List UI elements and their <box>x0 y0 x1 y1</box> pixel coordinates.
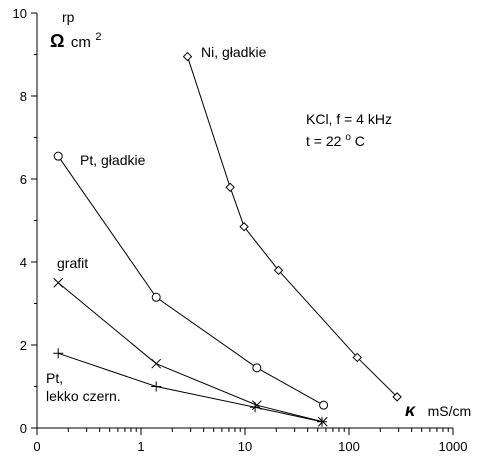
series-plus <box>53 348 327 427</box>
data-point-circle <box>319 400 329 410</box>
series-line <box>187 56 398 398</box>
data-point-circle <box>151 292 161 302</box>
series-line <box>58 352 323 423</box>
series-line <box>57 282 323 423</box>
axes <box>36 13 453 429</box>
data-point-plus <box>316 416 327 427</box>
y-axis-label-sup: 2 <box>95 31 101 43</box>
x-tick-label: 100 <box>338 439 360 454</box>
series-circle <box>53 151 329 410</box>
data-point-circle <box>252 363 262 373</box>
data-point-plus <box>53 348 64 359</box>
series-label-pt-black-line2: lekko czern. <box>46 388 121 404</box>
conditions-degree: o <box>345 132 351 143</box>
data-point-diamond <box>182 51 193 62</box>
y-tick-label: 8 <box>20 89 27 104</box>
data-point-x <box>151 358 162 369</box>
data-point-plus <box>151 381 162 392</box>
series-line <box>57 155 324 406</box>
y-tick-label: 10 <box>13 6 27 21</box>
data-point-diamond <box>273 265 284 276</box>
data-point-diamond <box>352 352 362 363</box>
x-axis-label-symbol: κ <box>405 400 416 420</box>
series-label-pt-black-line1: Pt, <box>46 370 63 386</box>
y-tick-label: 0 <box>20 421 27 436</box>
y-axis-label: Ω cm 2 <box>50 31 101 51</box>
y-axis-label-unit: cm <box>71 34 91 51</box>
x-axis-label: κ mS/cm <box>405 400 471 420</box>
series-diamond <box>182 51 402 402</box>
x-tick-label: 0 <box>33 439 40 454</box>
conditions-temp: t = 22 <box>306 133 345 149</box>
series-x <box>53 277 328 427</box>
data-point-x <box>53 277 64 288</box>
conditions-line-1: KCl, f = 4 kHz <box>306 111 392 127</box>
data-point-diamond <box>239 222 249 232</box>
data-point-circle <box>53 151 63 161</box>
x-tick-label: 1 <box>137 439 144 454</box>
data-point-plus <box>250 402 261 413</box>
y-tick-label: 2 <box>20 338 27 353</box>
y-tick-label: 6 <box>20 172 27 187</box>
series-label-graphite: grafit <box>57 255 88 271</box>
conditions-unit: C <box>355 133 365 149</box>
series-label-ni: Ni, gładkie <box>201 44 267 60</box>
y-axis-label-top: rp <box>62 9 75 25</box>
y-tick-label: 4 <box>20 255 27 270</box>
x-tick-label: 1000 <box>439 439 468 454</box>
conditions-line-2: t = 22 o C <box>306 127 365 149</box>
x-tick-label: 10 <box>238 439 252 454</box>
series-group <box>53 51 402 427</box>
data-point-diamond <box>225 182 235 193</box>
data-point-diamond <box>392 392 402 402</box>
y-axis-label-symbol: Ω <box>50 31 64 51</box>
x-axis-label-unit: mS/cm <box>428 403 472 419</box>
ticks: 0 1 10 100 1000 0 2 4 6 8 10 <box>13 6 468 454</box>
series-label-pt-smooth: Pt, gładkie <box>80 152 146 168</box>
